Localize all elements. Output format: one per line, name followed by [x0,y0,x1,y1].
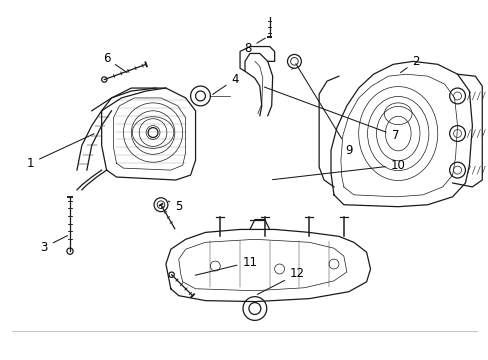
Text: 12: 12 [257,267,305,294]
Text: 4: 4 [212,73,238,94]
Text: 6: 6 [102,52,127,73]
Text: 3: 3 [41,235,67,254]
Text: 1: 1 [27,134,94,170]
Text: 9: 9 [295,64,352,157]
Text: 5: 5 [168,200,182,213]
Text: 2: 2 [400,55,419,73]
Text: 7: 7 [264,87,398,142]
Text: 10: 10 [272,159,405,180]
Text: 11: 11 [195,256,257,275]
Text: 8: 8 [244,38,265,55]
